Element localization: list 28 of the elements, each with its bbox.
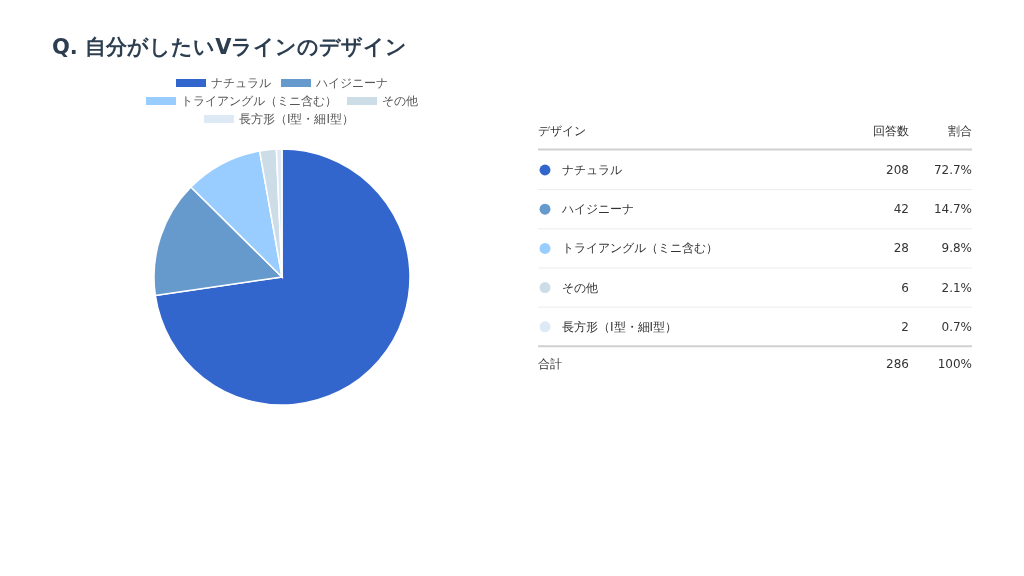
data-label: 42 <box>893 202 909 217</box>
text: デザイン <box>538 124 586 138</box>
text: 100% <box>937 356 972 371</box>
legend-label: 長方形（I型・細I型） <box>238 112 354 126</box>
data-label: 9.8% <box>941 241 972 256</box>
chart-title: Q. 自分がしたいVラインのデザイン <box>52 35 408 59</box>
data-label: 14.7% <box>933 202 972 217</box>
category-label: その他 <box>562 280 598 295</box>
category-label: ナチュラル <box>562 163 622 177</box>
text: 合計 <box>538 356 562 371</box>
legend-label: その他 <box>382 94 418 108</box>
data-label: 2.1% <box>941 280 972 295</box>
data-label: 0.7% <box>941 319 972 334</box>
category-label: トライアングル（ミニ含む） <box>562 241 718 256</box>
pie-slice <box>154 148 411 406</box>
data-label: 2 <box>901 319 909 334</box>
text: 割合 <box>948 124 972 138</box>
text: 286 <box>886 356 909 371</box>
category-label: 長方形（I型・細I型） <box>562 319 678 334</box>
data-label: 208 <box>886 163 909 177</box>
text: 回答数 <box>873 124 909 138</box>
legend-label: ハイジニーナ <box>315 76 388 90</box>
data-label: 28 <box>893 241 909 256</box>
legend-label: トライアングル（ミニ含む） <box>181 94 337 108</box>
data-label: 6 <box>901 280 909 295</box>
data-label: 72.7% <box>933 163 972 177</box>
legend-label: ナチュラル <box>211 76 271 90</box>
category-label: ハイジニーナ <box>561 202 634 217</box>
